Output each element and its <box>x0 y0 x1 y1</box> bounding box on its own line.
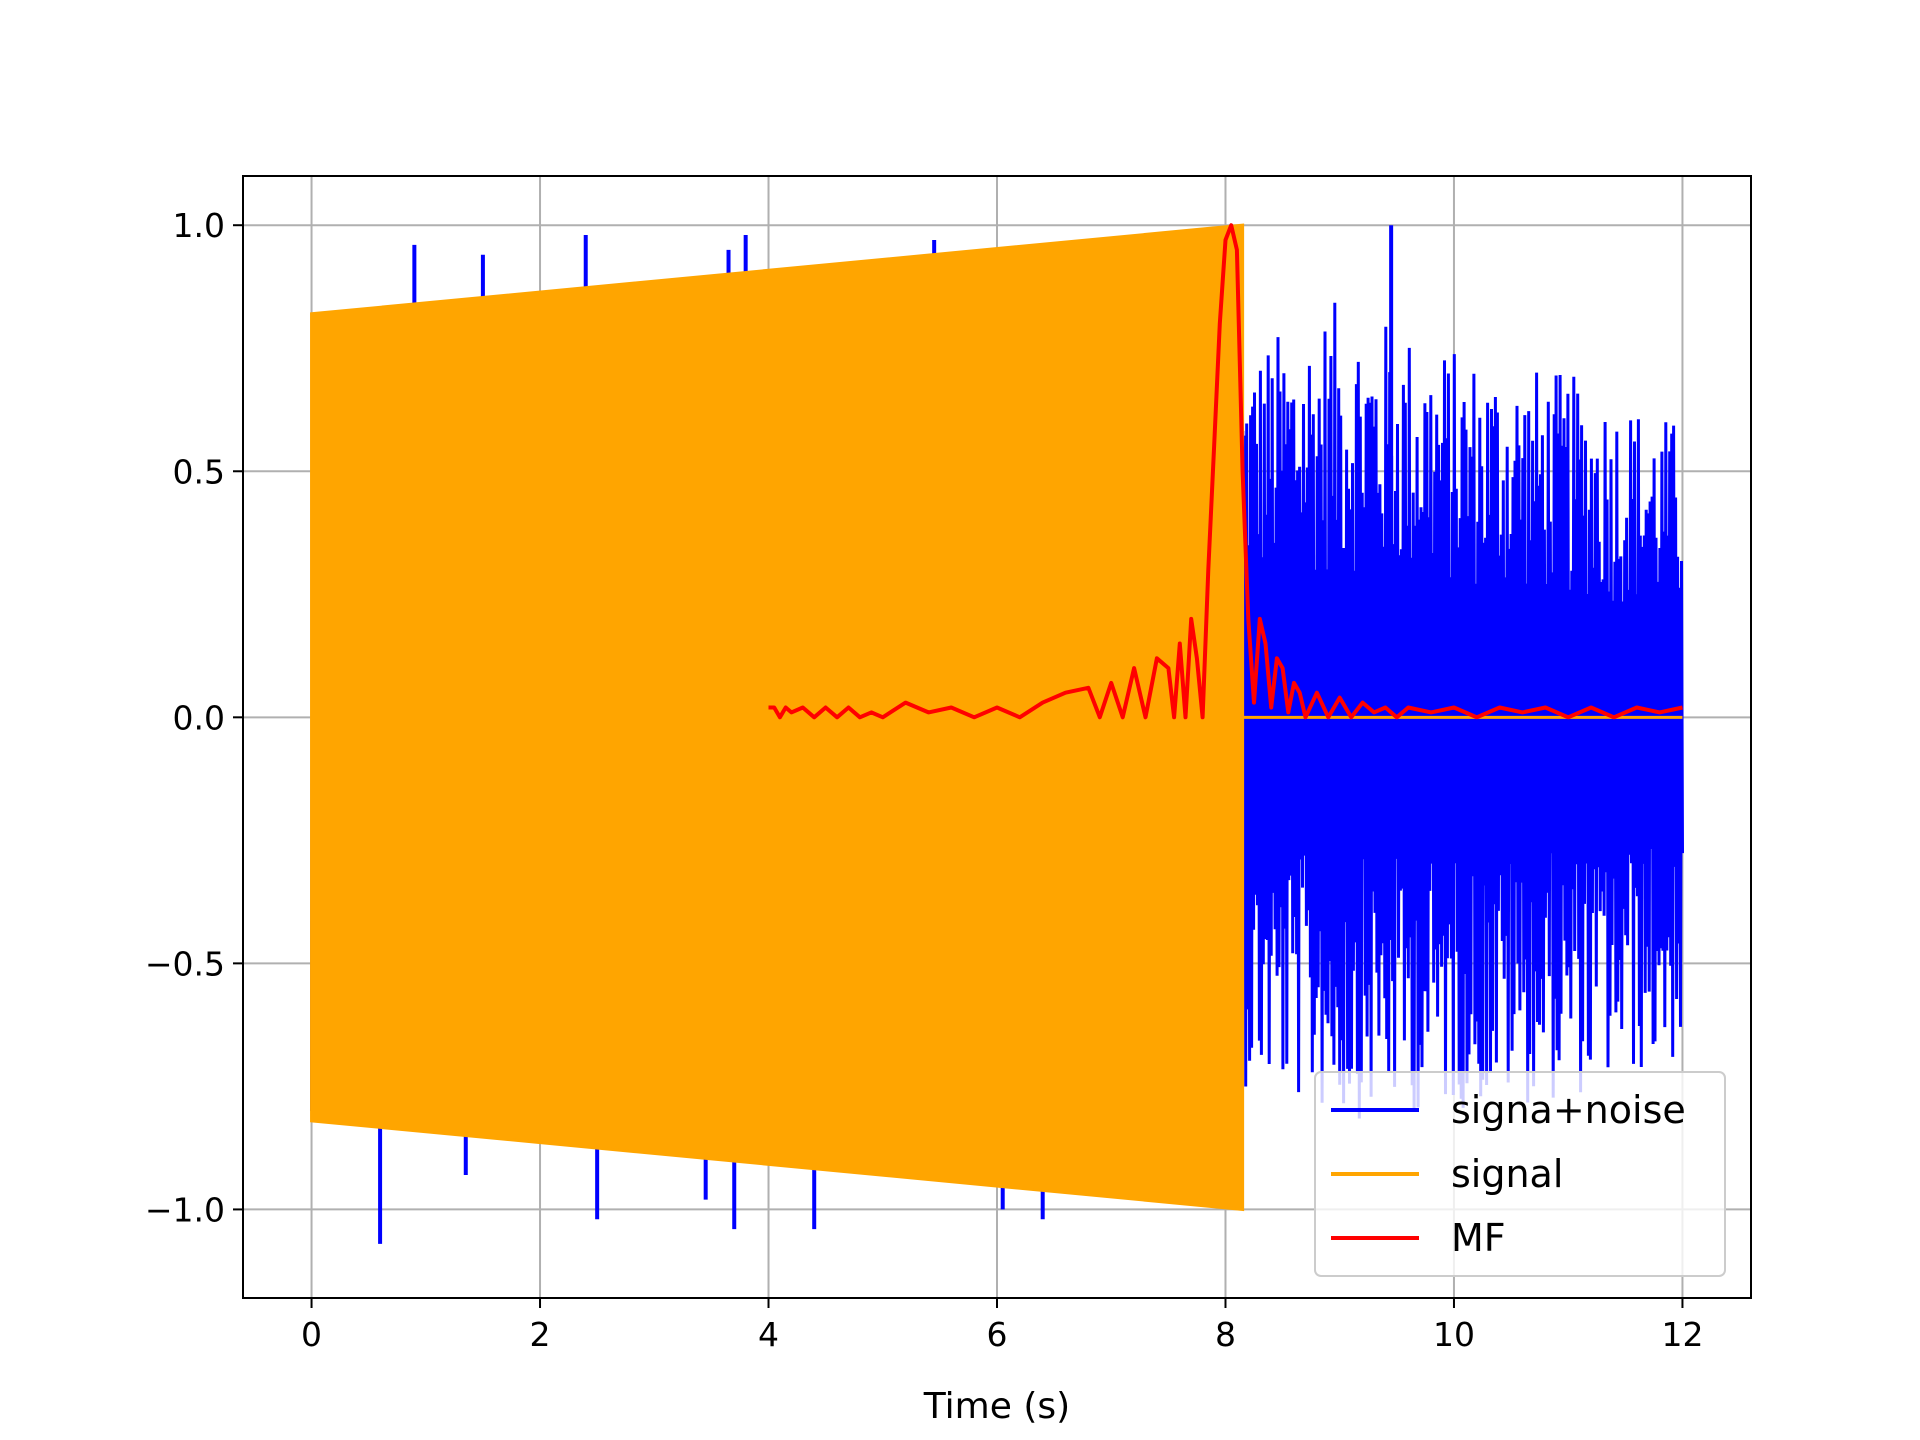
legend-label: signal <box>1451 1152 1563 1196</box>
x-tick-label: 4 <box>758 1315 779 1354</box>
plot-area: 0 2 4 6 8 10 12 −1.0 −0.5 0.0 0.5 1.0 <box>145 175 1752 1354</box>
x-tick-label: 10 <box>1433 1315 1475 1354</box>
series-area-signal <box>310 223 1245 1212</box>
y-tick-label: −0.5 <box>145 944 225 983</box>
x-tick-label: 0 <box>301 1315 322 1354</box>
x-tick-label: 6 <box>987 1315 1008 1354</box>
legend-box <box>1314 1071 1726 1277</box>
x-axis-label: Time (s) <box>923 1386 1070 1427</box>
y-tick-label: 0.5 <box>173 452 225 491</box>
series-layer <box>310 223 1684 1244</box>
x-tick-label: 12 <box>1661 1315 1703 1354</box>
y-tick-label: 1.0 <box>173 206 225 245</box>
legend: signa+noise signal MF <box>1314 1071 1726 1277</box>
ticks: 0 2 4 6 8 10 12 −1.0 −0.5 0.0 0.5 1.0 <box>145 206 1704 1354</box>
legend-label: signa+noise <box>1451 1088 1686 1132</box>
x-tick-label: 2 <box>530 1315 551 1354</box>
legend-label: MF <box>1451 1216 1506 1260</box>
x-tick-label: 8 <box>1215 1315 1236 1354</box>
series-line-mf <box>768 223 1683 720</box>
y-tick-label: −1.0 <box>145 1190 225 1229</box>
y-tick-label: 0.0 <box>173 698 225 737</box>
